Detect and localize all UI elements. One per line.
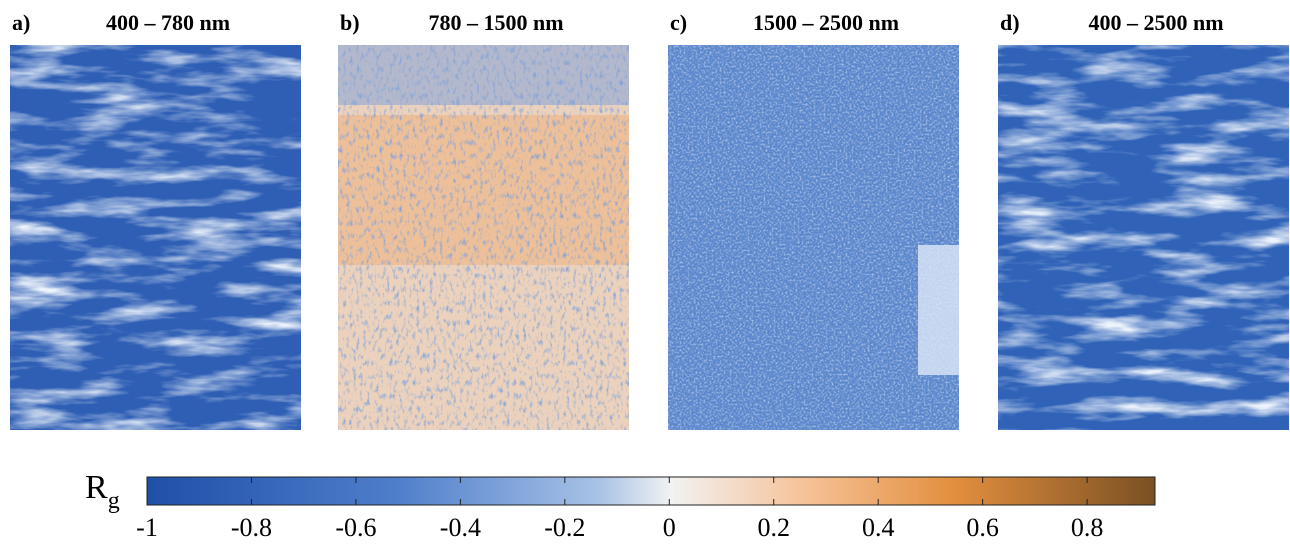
panel-title: 400 – 2500 nm: [1088, 10, 1223, 35]
colorbar-tick-label: 0.4: [862, 513, 895, 542]
panel-label: d): [1000, 10, 1020, 35]
panel-title: 1500 – 2500 nm: [753, 10, 899, 35]
panel-label: c): [670, 10, 687, 35]
colorbar-ticks: -1 -0.8 -0.6 -0.4 -0.2 0 0.2 0.4 0.6 0.8: [136, 477, 1103, 542]
colorbar-tick-label: -0.6: [335, 513, 376, 542]
colorbar-tick-label: -0.2: [544, 513, 585, 542]
panel-texture: [10, 45, 301, 430]
panel-title: 400 – 780 nm: [106, 10, 230, 35]
colorbar-tick-label: 0.8: [1071, 513, 1104, 542]
colorbar: [146, 476, 1156, 506]
colorbar-tick-label: 0: [663, 513, 676, 542]
panels: a) 400 – 780 nm b) 780 – 1500 nm c) 1500 – 25…: [10, 10, 1289, 430]
colorbar-tick-label: -0.8: [231, 513, 272, 542]
panel-title: 780 – 1500 nm: [428, 10, 563, 35]
colorbar-tick-label: 0.6: [966, 513, 999, 542]
colorbar-tick-label: -1: [136, 513, 158, 542]
colorbar-label: Rg: [85, 469, 120, 514]
panel-texture: [998, 45, 1289, 430]
panel-texture: [338, 45, 629, 430]
colorbar-tick-label: -0.4: [440, 513, 481, 542]
panel-label: a): [12, 10, 30, 35]
colorbar-tick-label: 0.2: [757, 513, 790, 542]
panel-texture: [668, 45, 959, 430]
panel-label: b): [340, 10, 360, 35]
